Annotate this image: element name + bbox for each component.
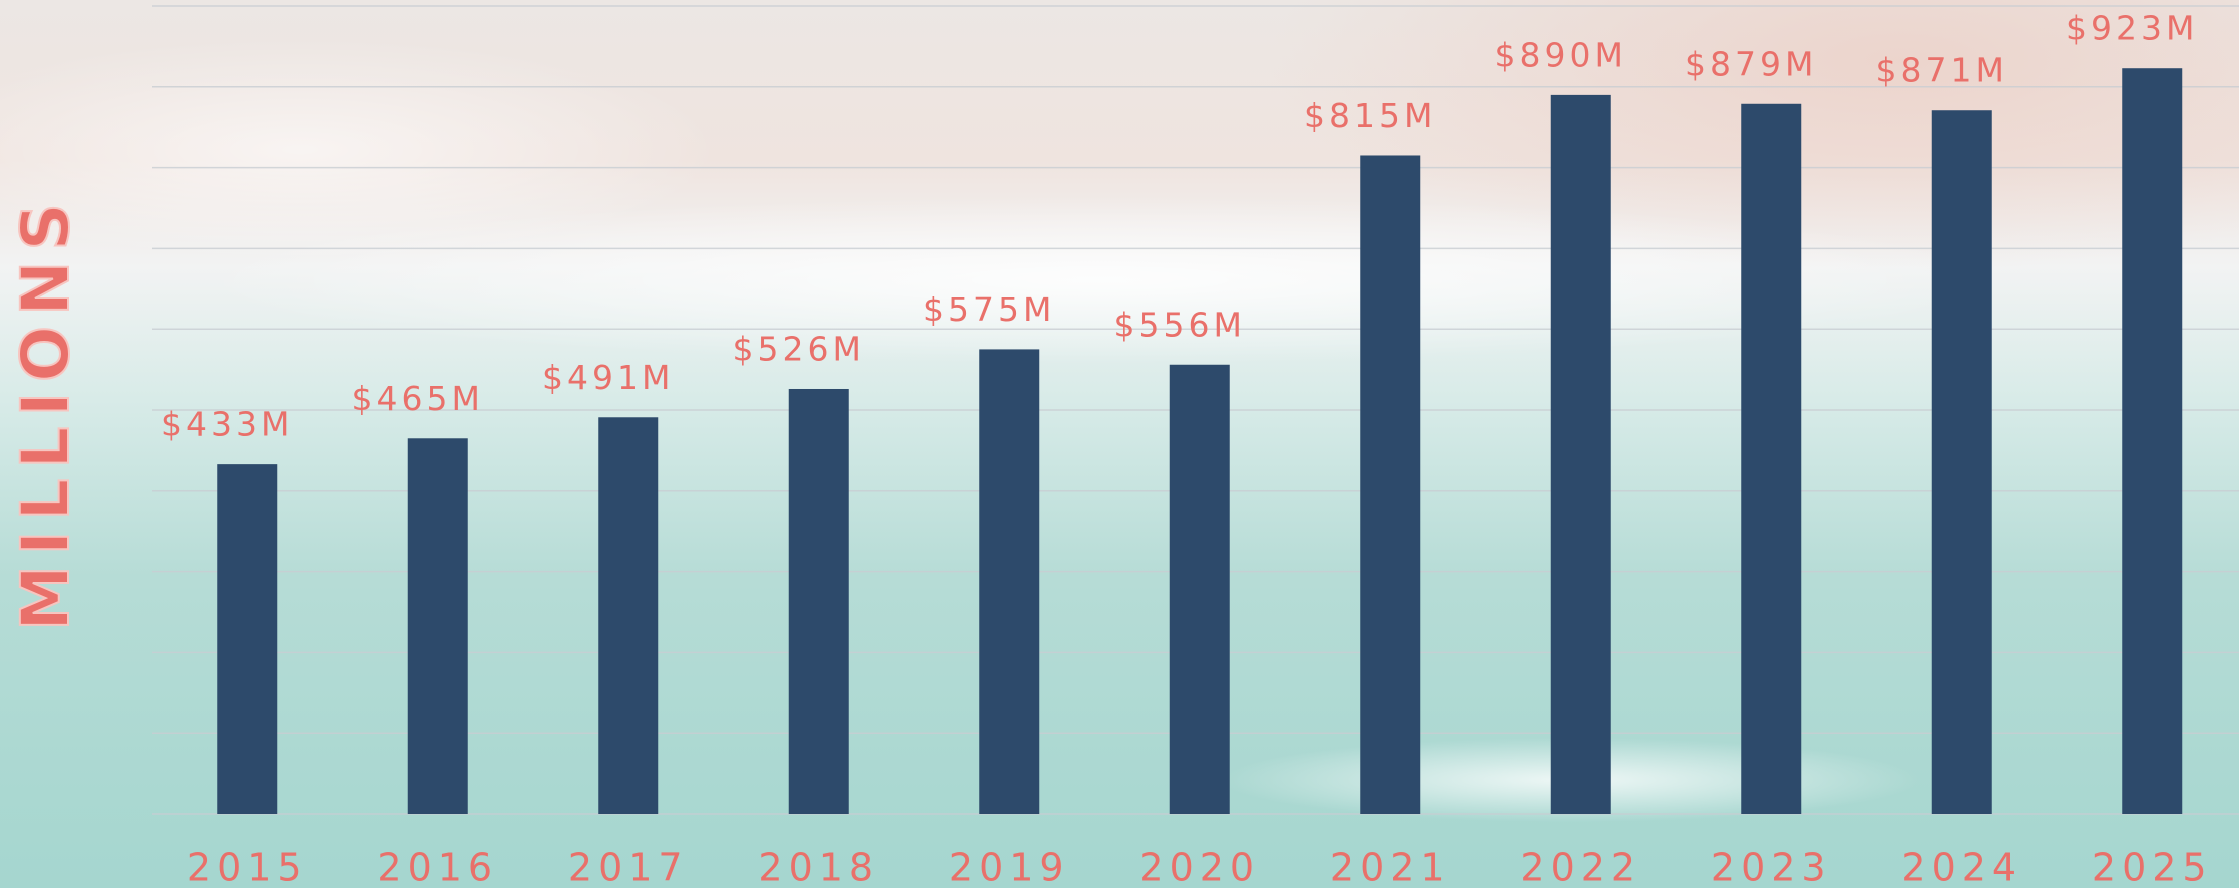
x-tick-label: 2018 [758,846,879,888]
bar [1550,94,1611,814]
x-tick-label: 2022 [1520,846,1641,888]
x-tick-label: 2015 [187,846,308,888]
value-label: $575M [923,290,1055,329]
value-label: $815M [1304,96,1436,135]
x-tick-label: 2017 [568,846,689,888]
value-label: $526M [733,329,865,368]
x-tick-label: 2021 [1330,846,1451,888]
bar [979,349,1040,814]
x-tick-label: 2024 [1901,846,2022,888]
bar [598,417,659,814]
value-label: $556M [1114,305,1246,344]
x-tick-label: 2023 [1711,846,1832,888]
value-label: $871M [1876,51,2008,90]
value-label: $433M [161,405,293,444]
x-tick-label: 2019 [949,846,1070,888]
value-label: $923M [2066,9,2198,48]
x-tick-label: 2025 [2092,846,2213,888]
x-tick-label: 2020 [1139,846,1260,888]
value-label: $890M [1495,35,1627,74]
value-label: $491M [542,358,674,397]
value-label: $879M [1685,44,1817,83]
bar [217,464,278,814]
bar [2122,68,2183,814]
bar [1169,364,1230,814]
bar [1360,155,1421,815]
bar [788,388,849,814]
y-axis-label: MILLIONS [7,193,84,631]
bar [1931,110,1992,815]
x-tick-label: 2016 [377,846,498,888]
bar [1741,103,1802,814]
value-label: $465M [352,379,484,418]
bar [407,438,468,814]
